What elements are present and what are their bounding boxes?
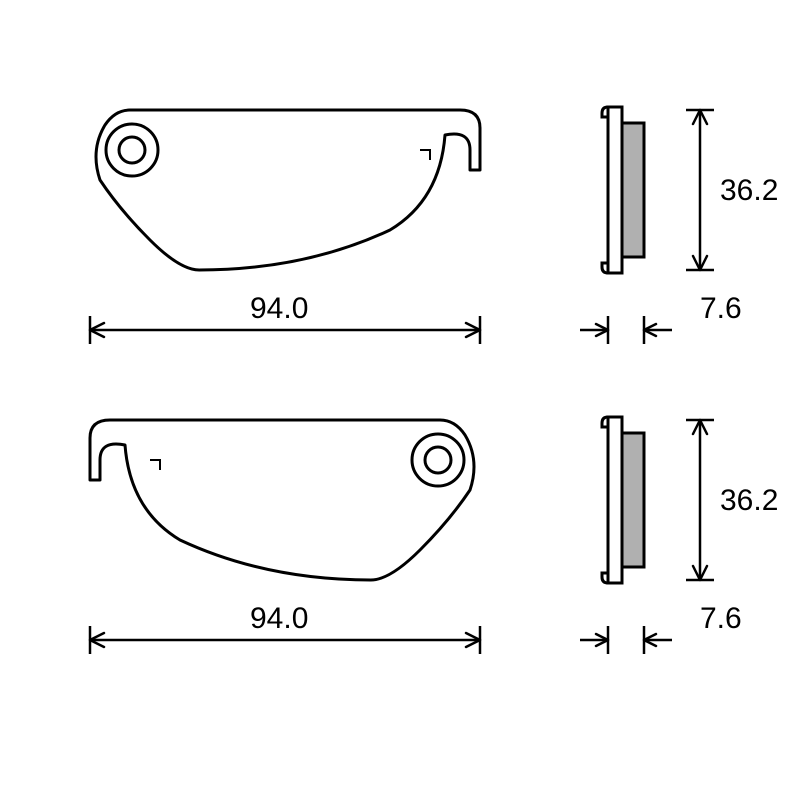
- dimension-label: 7.6: [700, 602, 742, 635]
- mounting-hole: [119, 137, 145, 163]
- dimension-label: 94.0: [250, 602, 308, 635]
- dimension-label: 94.0: [250, 292, 308, 325]
- dimension-label: 36.2: [720, 484, 778, 517]
- brake-pad-dimension-diagram: 94.0 36.2 7.6 94.0 36.2 7.6: [0, 0, 800, 800]
- dimension-label: 7.6: [700, 292, 742, 325]
- pad-side-plate: [608, 417, 622, 583]
- mounting-hole: [425, 447, 451, 473]
- pad-side-lining: [622, 123, 644, 257]
- dimension-label: 36.2: [720, 174, 778, 207]
- pad-side-plate: [608, 107, 622, 273]
- pad-side-lining: [622, 433, 644, 567]
